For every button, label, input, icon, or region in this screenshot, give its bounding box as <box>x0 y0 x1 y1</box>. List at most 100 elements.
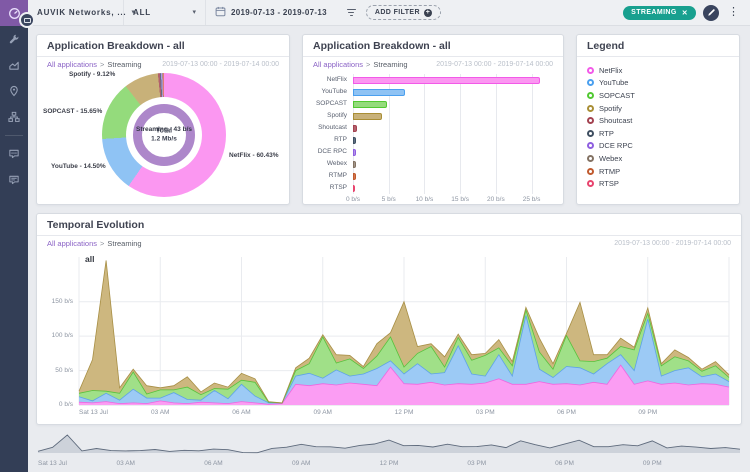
chip-label: STREAMING <box>631 9 677 16</box>
legend-item[interactable]: RTMP <box>587 165 729 178</box>
plus-icon: + <box>424 9 432 17</box>
donut-chart[interactable]: Streaming - 43 b/s Total 1.2 Mb/s Spotif… <box>37 70 289 203</box>
sidebar-divider <box>5 135 23 136</box>
bar[interactable] <box>353 161 356 168</box>
legend-color-dot <box>587 168 594 175</box>
bar[interactable] <box>353 77 540 84</box>
legend-color-dot <box>587 130 594 137</box>
legend-item[interactable]: Spotify <box>587 102 729 115</box>
legend-item-label: Webex <box>599 154 622 163</box>
bar-plot <box>353 74 553 194</box>
pencil-icon <box>707 5 716 20</box>
donut-callout-netflix: NetFlix - 60.43% <box>229 152 279 159</box>
bar-row <box>353 122 553 134</box>
temporal-chart-svg <box>45 251 735 409</box>
sidebar-item-help[interactable] <box>0 167 28 193</box>
temporal-x-tick: 06 PM <box>557 409 576 416</box>
add-filter-button[interactable]: ADD FILTER + <box>366 5 441 20</box>
panel-title: Application Breakdown - all <box>37 35 289 57</box>
panel-title: Legend <box>577 35 739 57</box>
legend-item-label: Shoutcast <box>599 116 632 125</box>
legend-color-dot <box>587 67 594 74</box>
bar-axis-tick: 10 b/s <box>416 196 434 203</box>
donut-ring[interactable]: Streaming - 43 b/s Total 1.2 Mb/s <box>102 73 226 197</box>
kebab-menu-icon[interactable]: ⋮ <box>726 7 741 18</box>
edit-button[interactable] <box>703 5 719 21</box>
temporal-x-tick: 03 AM <box>151 409 169 416</box>
close-icon[interactable]: ✕ <box>682 9 688 17</box>
legend-item[interactable]: Shoutcast <box>587 114 729 127</box>
legend-item[interactable]: RTSP <box>587 177 729 190</box>
temporal-x-tick: 03 PM <box>476 409 495 416</box>
donut-center-value: 1.2 Mb/s <box>141 136 187 143</box>
temporal-x-tick: 09 AM <box>314 409 332 416</box>
scope-label: ALL <box>133 8 151 17</box>
breadcrumb-current: Streaming <box>373 60 407 69</box>
overview-chart-svg[interactable] <box>36 433 742 455</box>
breadcrumb-current: Streaming <box>107 60 141 69</box>
legend-item[interactable]: YouTube <box>587 77 729 90</box>
overview-x-tick: 03 PM <box>467 460 486 467</box>
panel-application-breakdown-bars: Application Breakdown - all All applicat… <box>302 34 564 205</box>
legend-item[interactable]: NetFlix <box>587 64 729 77</box>
temporal-chart[interactable]: 150 b/s100 b/s50 b/s0 b/s all <box>45 251 733 409</box>
panel-title: Application Breakdown - all <box>303 35 563 57</box>
bar-axis-tick: 25 b/s <box>523 196 541 203</box>
tenant-selector[interactable]: AUVIK Networks, ... ▾ <box>28 0 124 25</box>
bar-row <box>353 110 553 122</box>
bar[interactable] <box>353 125 357 132</box>
panel-date-range: 2019-07-13 00:00 - 2019-07-14 00:00 <box>436 61 553 68</box>
sidebar-toggle-button[interactable] <box>19 12 35 28</box>
donut-hole: Streaming - 43 b/s Total 1.2 Mb/s <box>126 97 202 173</box>
add-filter-label: ADD FILTER <box>375 9 420 16</box>
temporal-y-tick: 100 b/s <box>45 332 73 339</box>
streaming-filter-chip[interactable]: STREAMING ✕ <box>623 6 696 20</box>
filter-icon[interactable] <box>345 9 358 17</box>
bar-category-label: YouTube <box>309 86 353 98</box>
bar[interactable] <box>353 101 387 108</box>
legend-item-label: RTSP <box>599 179 619 188</box>
bar-axis: 0 b/s5 b/s10 b/s15 b/s20 b/s25 b/s <box>353 196 553 206</box>
date-range-picker[interactable]: 2019-07-13 - 2019-07-13 <box>206 0 336 25</box>
overview-x-tick: 03 AM <box>117 460 135 467</box>
legend-item[interactable]: RTP <box>587 127 729 140</box>
bar[interactable] <box>353 113 382 120</box>
wrench-icon <box>8 33 20 45</box>
map-pin-icon <box>8 85 20 97</box>
bar[interactable] <box>353 137 356 144</box>
sidebar-item-feedback[interactable] <box>0 141 28 167</box>
bar[interactable] <box>353 149 356 156</box>
scope-selector[interactable]: ALL ▾ <box>124 0 206 25</box>
legend-color-dot <box>587 92 594 99</box>
breadcrumb-all-applications[interactable]: All applications <box>313 60 363 69</box>
sidebar-item-locations[interactable] <box>0 78 28 104</box>
legend-item[interactable]: SOPCAST <box>587 89 729 102</box>
overview-x-axis: Sat 13 Jul03 AM06 AM09 AM12 PM03 PM06 PM… <box>36 460 742 469</box>
breadcrumb-all-applications[interactable]: All applications <box>47 239 97 248</box>
bar-axis-tick: 0 b/s <box>346 196 360 203</box>
sidebar-item-topology[interactable] <box>0 104 28 130</box>
legend-color-dot <box>587 142 594 149</box>
legend-item[interactable]: DCE RPC <box>587 140 729 153</box>
overview-x-tick: 12 PM <box>380 460 399 467</box>
breadcrumb-current: Streaming <box>107 239 141 248</box>
legend-item-label: DCE RPC <box>599 141 633 150</box>
bar[interactable] <box>353 89 405 96</box>
bar[interactable] <box>353 173 356 180</box>
overview-x-tick: 06 AM <box>204 460 222 467</box>
sidebar-item-reports[interactable] <box>0 52 28 78</box>
overview-timeline[interactable]: Sat 13 Jul03 AM06 AM09 AM12 PM03 PM06 PM… <box>36 433 742 469</box>
legend-item-label: RTMP <box>599 167 620 176</box>
bar-category-label: DCE RPC <box>309 146 353 158</box>
temporal-y-tick: 0 b/s <box>45 401 73 408</box>
bar-row <box>353 134 553 146</box>
legend-item[interactable]: Webex <box>587 152 729 165</box>
bar-category-label: RTP <box>309 134 353 146</box>
sidebar <box>0 0 28 472</box>
sidebar-item-tools[interactable] <box>0 26 28 52</box>
panel-icon <box>24 18 31 23</box>
bar-row <box>353 158 553 170</box>
bar-chart[interactable]: NetFlixYouTubeSOPCASTSpotifyShoutcastRTP… <box>303 70 563 194</box>
bar[interactable] <box>353 185 355 192</box>
breadcrumb-all-applications[interactable]: All applications <box>47 60 97 69</box>
